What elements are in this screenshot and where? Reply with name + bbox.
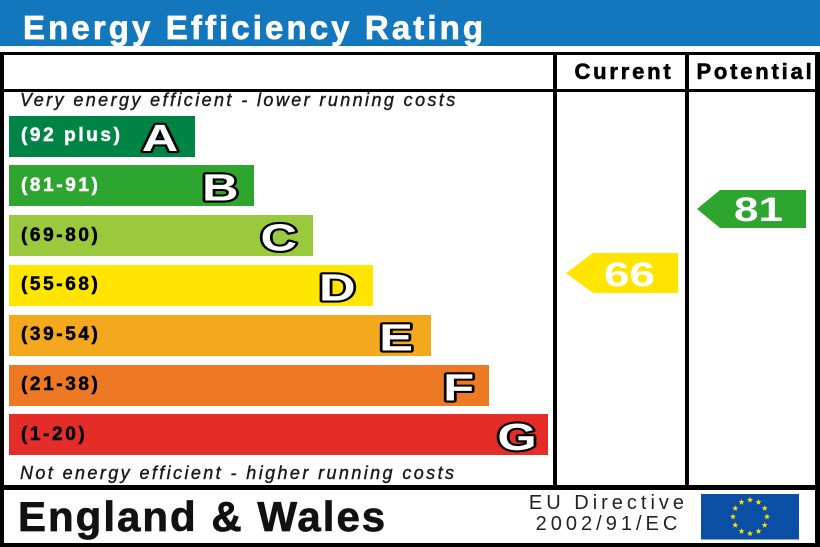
svg-text:D: D — [319, 268, 356, 310]
svg-text:F: F — [443, 367, 474, 409]
svg-text:81: 81 — [734, 191, 783, 228]
svg-text:66: 66 — [604, 256, 655, 293]
svg-text:G: G — [497, 417, 536, 459]
svg-text:E: E — [379, 317, 413, 359]
svg-text:B: B — [202, 168, 239, 210]
svg-text:C: C — [260, 218, 297, 260]
svg-text:A: A — [142, 118, 179, 160]
